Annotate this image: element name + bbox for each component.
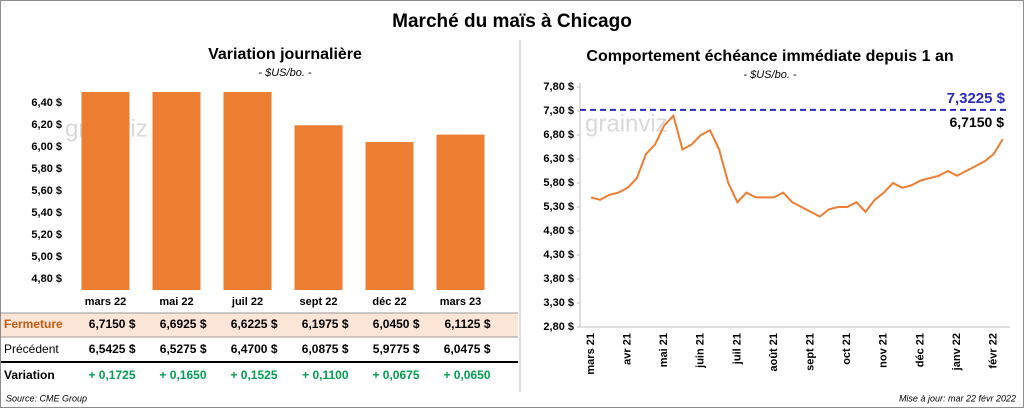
- bar: [81, 92, 130, 290]
- y-tick-label: 6,40 $: [31, 97, 62, 109]
- table-cell: 5,9775 $: [373, 342, 420, 356]
- y-tick-label: 4,80 $: [543, 225, 574, 237]
- y-tick-label: 6,00 $: [31, 141, 62, 153]
- table-cell: 6,1125 $: [444, 317, 490, 331]
- x-tick-label: août 21: [768, 333, 780, 372]
- y-tick-label: 6,20 $: [31, 119, 62, 131]
- chart-subtitle: - $US/bo. -: [258, 67, 312, 79]
- table-cell: 6,5425 $: [89, 342, 136, 356]
- x-tick-label: mars 21: [585, 333, 597, 375]
- row-label: Précédent: [4, 342, 59, 356]
- x-tick-label: juil 21: [731, 333, 743, 365]
- watermark: grainviz: [585, 110, 668, 137]
- table-cell: 6,1975 $: [302, 317, 349, 331]
- x-tick-label: févr 22: [988, 333, 1000, 368]
- bar: [223, 92, 272, 290]
- table-cell: 6,6925 $: [160, 317, 207, 331]
- y-tick-label: 5,20 $: [31, 229, 62, 241]
- reference-label: 7,3225 $: [947, 90, 1006, 107]
- x-tick-label: sept 22: [300, 296, 338, 308]
- x-tick-label: mars 23: [440, 296, 482, 308]
- x-tick-label: mai 22: [159, 296, 193, 308]
- x-tick-label: juil 22: [231, 296, 263, 308]
- y-tick-label: 3,30 $: [543, 297, 574, 309]
- page-title: Marché du maïs à Chicago: [392, 11, 632, 32]
- chart-title: Variation journalière: [208, 46, 362, 63]
- bar: [436, 134, 485, 290]
- x-tick-label: sept 21: [805, 333, 817, 371]
- y-tick-label: 2,80 $: [543, 321, 574, 333]
- table-cell: 6,0875 $: [302, 342, 349, 356]
- last-value-label: 6,7150 $: [950, 114, 1005, 130]
- y-tick-label: 7,30 $: [543, 105, 574, 117]
- table-cell: + 0,1525: [230, 368, 277, 382]
- y-tick-label: 5,80 $: [543, 177, 574, 189]
- table-cell: 6,0475 $: [444, 342, 491, 356]
- x-tick-label: mars 22: [85, 296, 127, 308]
- bar: [365, 142, 414, 290]
- x-tick-label: janv 22: [951, 333, 963, 371]
- table-cell: 6,6225 $: [231, 317, 278, 331]
- table-cell: + 0,1650: [159, 368, 206, 382]
- table-cell: 6,0450 $: [373, 317, 420, 331]
- chart-title: Comportement échéance immédiate depuis 1…: [586, 48, 953, 65]
- x-tick-label: déc 21: [914, 333, 926, 367]
- bar: [294, 125, 343, 290]
- y-tick-label: 5,30 $: [543, 201, 574, 213]
- y-tick-label: 5,40 $: [31, 207, 62, 219]
- row-label: Variation: [4, 368, 55, 382]
- y-tick-label: 6,30 $: [543, 153, 574, 165]
- x-tick-label: juin 21: [695, 333, 707, 369]
- y-tick-label: 7,80 $: [543, 81, 574, 93]
- y-tick-label: 5,00 $: [31, 251, 62, 263]
- x-tick-label: nov 21: [878, 333, 890, 368]
- bar: [152, 92, 201, 290]
- table-cell: + 0,1725: [88, 368, 135, 382]
- y-tick-label: 6,80 $: [543, 129, 574, 141]
- table-cell: + 0,1100: [302, 368, 349, 382]
- chart-subtitle: - $US/bo. -: [743, 69, 797, 81]
- table-cell: + 0,0675: [372, 368, 419, 382]
- x-tick-label: déc 22: [372, 296, 406, 308]
- x-tick-label: oct 21: [841, 333, 853, 365]
- y-tick-label: 4,30 $: [543, 249, 574, 261]
- y-tick-label: 5,80 $: [31, 163, 62, 175]
- price-line: [590, 113, 1004, 218]
- x-tick-label: avr 21: [622, 333, 634, 365]
- updated: Mise à jour: mar 22 févr 2022: [899, 393, 1016, 403]
- x-tick-label: mai 21: [658, 333, 670, 367]
- table-cell: 6,7150 $: [89, 317, 136, 331]
- row-highlight: [1, 313, 518, 337]
- table-cell: 6,4700 $: [231, 342, 278, 356]
- y-tick-label: 3,80 $: [543, 273, 574, 285]
- table-cell: 6,5275 $: [160, 342, 207, 356]
- y-tick-label: 5,60 $: [31, 185, 62, 197]
- source: Source: CME Group: [6, 393, 87, 403]
- y-tick-label: 4,80 $: [31, 273, 62, 285]
- table-cell: + 0,0650: [443, 368, 490, 382]
- row-label: Fermeture: [4, 317, 63, 331]
